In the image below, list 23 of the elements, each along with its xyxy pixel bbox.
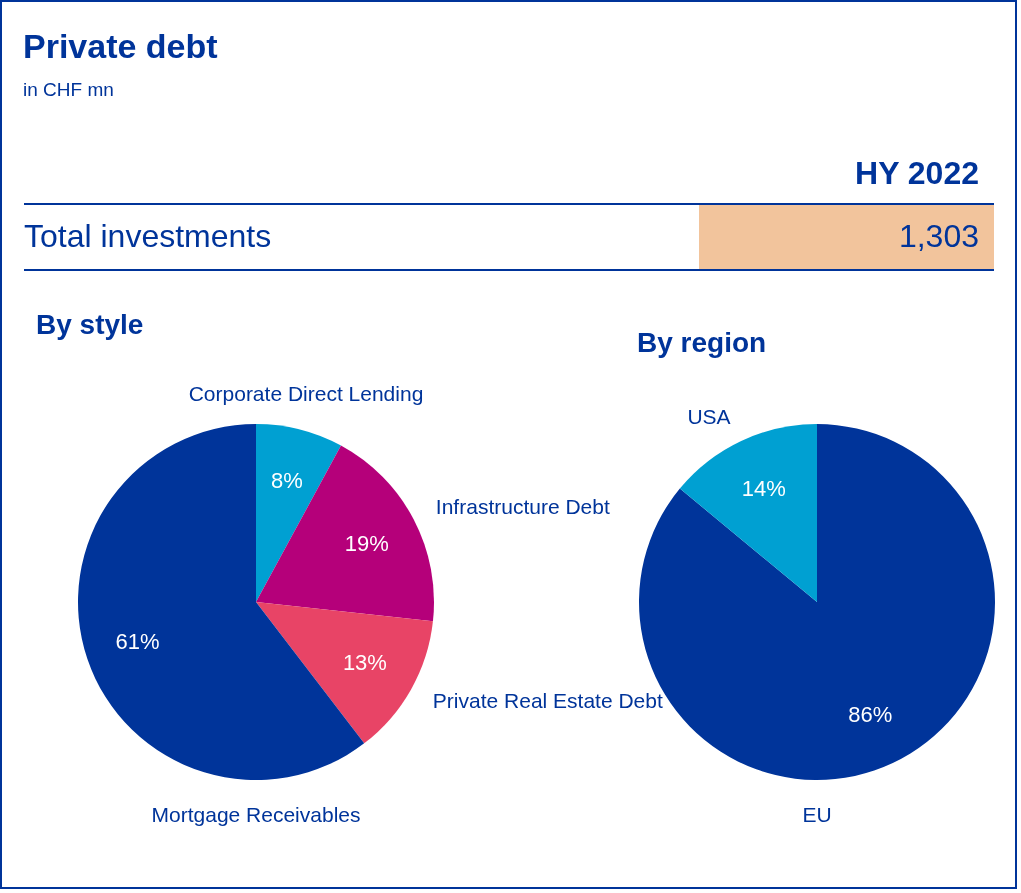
- slice-label: Mortgage Receivables: [151, 803, 361, 826]
- pie-slice: [679, 424, 817, 602]
- slice-label: Infrastructure Debt: [435, 494, 610, 518]
- data-label: 8%: [270, 467, 303, 493]
- data-label: 14%: [741, 475, 786, 501]
- data-label: 86%: [848, 702, 893, 728]
- chart-title: By style: [36, 309, 144, 341]
- slice-label: Corporate Direct Lending: [188, 382, 424, 406]
- text: Private debt: [23, 27, 218, 65]
- pie-slice: [256, 445, 434, 622]
- text: Total investments: [24, 218, 272, 254]
- pie-slice: [256, 602, 433, 744]
- chart-title: By region: [637, 327, 767, 358]
- slice-label: EU: [802, 803, 832, 826]
- data-label: 19%: [344, 531, 389, 557]
- text: HY 2022: [855, 155, 979, 191]
- slice-label: USA: [687, 405, 731, 429]
- slice-label: Private Real Estate Debt: [432, 688, 663, 712]
- data-label: 61%: [115, 629, 160, 655]
- data-label: 13%: [342, 650, 387, 676]
- text: 1,303: [898, 218, 979, 254]
- text: in CHF mn: [23, 79, 114, 100]
- pie-slice: [256, 424, 341, 602]
